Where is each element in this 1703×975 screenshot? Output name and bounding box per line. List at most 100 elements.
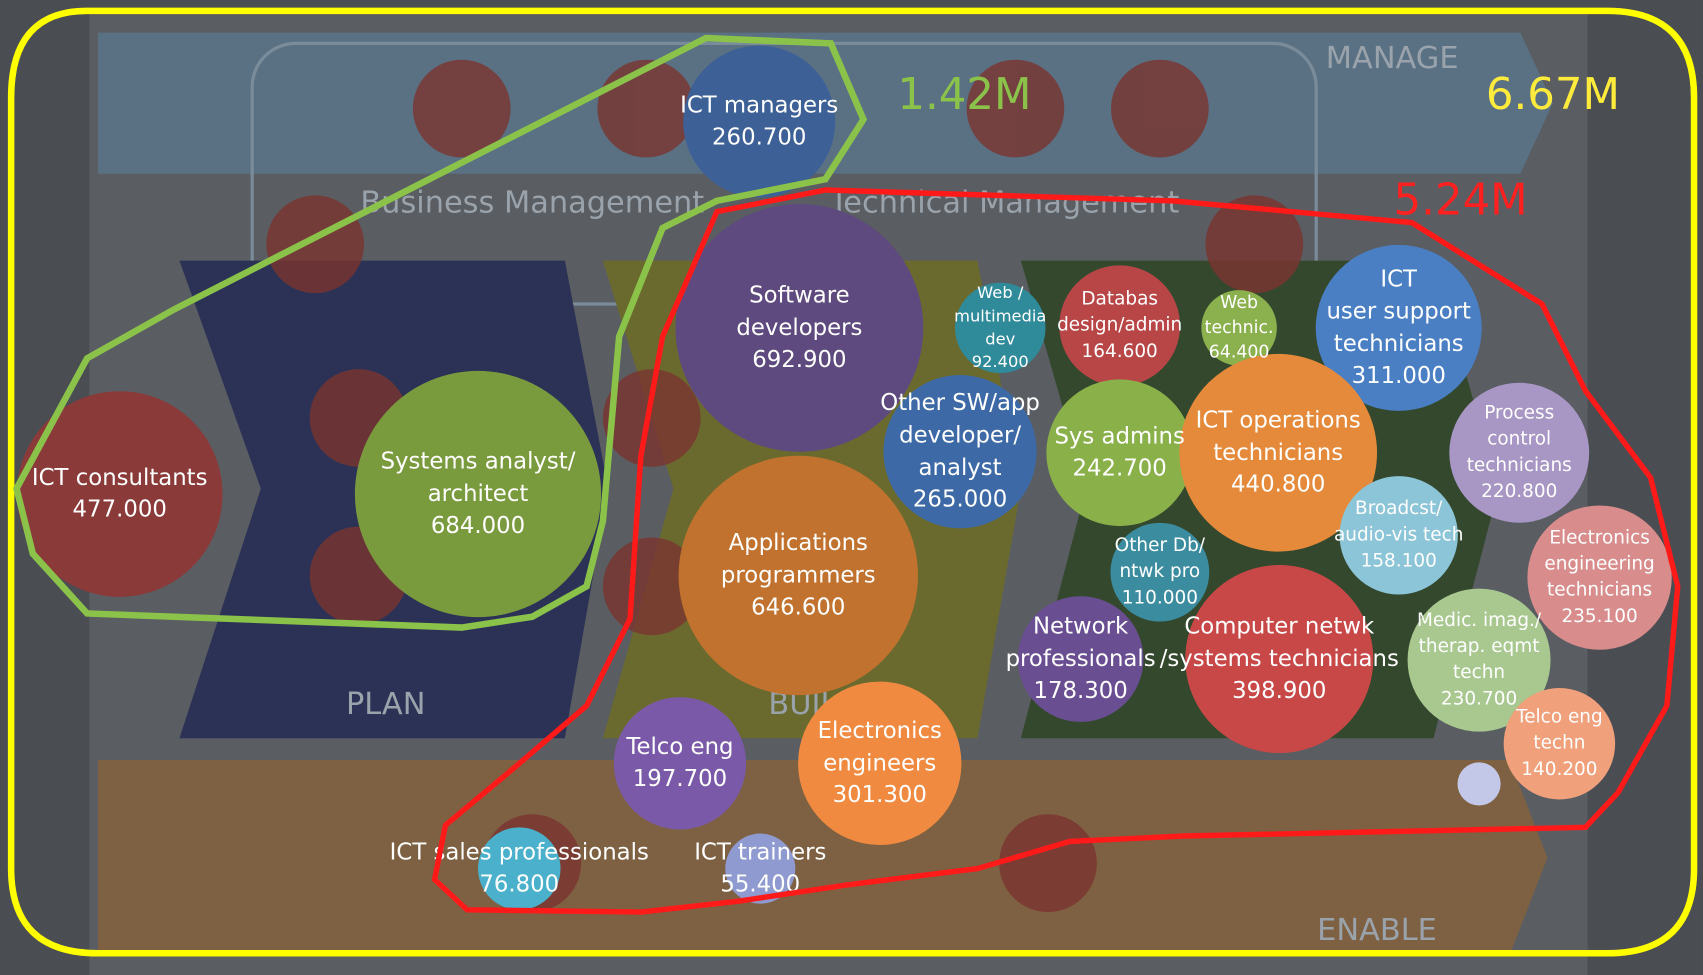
bubble bbox=[1201, 290, 1277, 366]
bubble-value: 235.100 bbox=[1561, 606, 1637, 627]
bubble bbox=[1407, 588, 1551, 732]
label-line: techn bbox=[1533, 733, 1585, 754]
bubble-value: 76.800 bbox=[479, 871, 559, 897]
bubble-value: 265.000 bbox=[913, 487, 1007, 513]
label-line: ICT consultants bbox=[32, 464, 208, 490]
label-line: ICT trainers bbox=[694, 839, 826, 865]
label-line: Web / bbox=[977, 283, 1024, 302]
group-total: 5.24M bbox=[1394, 176, 1528, 226]
bubble-value: 440.800 bbox=[1231, 472, 1325, 498]
label-line: ntwk pro bbox=[1120, 561, 1201, 582]
bubble-value: 684.000 bbox=[431, 513, 525, 539]
label-line: Software bbox=[749, 282, 850, 308]
bubble-value: 178.300 bbox=[1033, 678, 1127, 704]
bubble bbox=[683, 45, 836, 198]
label-line: Medic. imag./ bbox=[1417, 610, 1542, 631]
label-line: therap. eqmt bbox=[1419, 636, 1540, 657]
faded-roles bbox=[266, 59, 1304, 913]
faded-role bbox=[966, 59, 1065, 158]
bubble-label: Software developers bbox=[736, 282, 862, 340]
bubble-value: 140.200 bbox=[1521, 759, 1597, 780]
bubble-value: 311.000 bbox=[1352, 363, 1446, 389]
label-line: dev bbox=[985, 329, 1015, 348]
bubble-label: ICT consultants bbox=[32, 464, 208, 490]
label-line: Telco eng bbox=[625, 734, 733, 760]
bubble-label: Telco eng bbox=[625, 734, 733, 760]
label-line: technic. bbox=[1205, 318, 1274, 338]
label-line: Broadcst/ bbox=[1355, 498, 1443, 519]
label-line: Computer netwk bbox=[1184, 613, 1375, 639]
background-label: PLAN bbox=[346, 687, 425, 722]
bubble bbox=[883, 375, 1037, 529]
bubble-value: 64.400 bbox=[1209, 343, 1270, 363]
label-line: analyst bbox=[919, 454, 1002, 480]
bubble-value: 398.900 bbox=[1232, 678, 1326, 704]
total-outline bbox=[7, 7, 1698, 957]
label-line: Telco eng bbox=[1515, 707, 1603, 728]
label-line: Electronics bbox=[818, 717, 942, 743]
bubble-label: ICT managers bbox=[680, 92, 838, 118]
label-line: technicians bbox=[1467, 455, 1572, 476]
bubble-label: Applications programmers bbox=[721, 530, 876, 588]
background-label: MANAGE bbox=[1326, 41, 1459, 76]
bubble-label: ICT user support technicians bbox=[1326, 266, 1471, 357]
bubble bbox=[1017, 596, 1144, 722]
background-label: ENABLE bbox=[1317, 913, 1437, 948]
label-line: control bbox=[1487, 429, 1551, 450]
label-line: Other SW/app bbox=[880, 390, 1040, 416]
bubble bbox=[1046, 379, 1194, 527]
bubble bbox=[1315, 244, 1482, 411]
label-line: technicians bbox=[1213, 439, 1343, 465]
bubble-value: 197.700 bbox=[633, 766, 727, 792]
label-line: ICT managers bbox=[680, 92, 838, 118]
bubble-label: Systems analyst/architect bbox=[381, 448, 576, 506]
bubble-value: 242.700 bbox=[1073, 455, 1167, 481]
label-line: user support bbox=[1326, 298, 1471, 324]
bubble-value: 692.900 bbox=[752, 347, 846, 373]
bubble-value: 164.600 bbox=[1082, 341, 1158, 362]
bubble bbox=[675, 203, 924, 452]
bubble bbox=[678, 455, 918, 696]
bubble-label: Process control technicians bbox=[1467, 402, 1572, 475]
bubble-value: 158.100 bbox=[1361, 550, 1437, 571]
bubble-value: 477.000 bbox=[73, 497, 167, 523]
label-line: Process bbox=[1484, 402, 1554, 423]
label-line: Applications bbox=[729, 530, 868, 556]
bubble-label: Other SW/app developer/analyst bbox=[880, 390, 1040, 481]
management-outline bbox=[13, 34, 868, 631]
label-line: technicians bbox=[1334, 331, 1464, 357]
bubble bbox=[725, 833, 796, 904]
label-line: engineers bbox=[823, 750, 936, 776]
faded-role bbox=[602, 537, 701, 636]
bubble-value: 220.800 bbox=[1481, 481, 1557, 502]
label-line: ICT operations bbox=[1196, 407, 1361, 433]
label-line: developer/ bbox=[899, 422, 1021, 448]
label-line: Network bbox=[1033, 613, 1129, 639]
faded-role bbox=[1205, 195, 1304, 294]
label-line: technicians bbox=[1547, 580, 1652, 601]
bubble bbox=[354, 370, 602, 618]
bubble bbox=[1527, 505, 1672, 650]
label-line: audio-vis tech bbox=[1334, 524, 1464, 545]
bubble bbox=[1449, 382, 1590, 523]
bubble-label: Network professionals bbox=[1006, 613, 1156, 671]
technical-outline bbox=[431, 187, 1681, 915]
bubble bbox=[1339, 476, 1458, 595]
label-line: professionals bbox=[1006, 646, 1156, 672]
bubbles: ICT managers 260.700 ICT consultants 477.00… bbox=[16, 45, 1672, 910]
bubble-value: 230.700 bbox=[1441, 688, 1517, 709]
bubble-label: Medic. imag./ therap. eqmt techn bbox=[1417, 610, 1542, 683]
bubble-label: ICT trainers bbox=[694, 839, 826, 865]
background-label: Business Management bbox=[360, 186, 704, 221]
bubble-value: 92.400 bbox=[972, 352, 1029, 371]
bubble bbox=[1185, 565, 1374, 754]
group-total: 1.42M bbox=[897, 70, 1031, 120]
label-line: programmers bbox=[721, 562, 876, 588]
bubble-value: 110.000 bbox=[1122, 587, 1198, 608]
bubble-label: ICT operations technicians bbox=[1196, 407, 1361, 465]
bubble-label: Other Db/ntwk pro bbox=[1115, 535, 1206, 582]
label-line: architect bbox=[428, 481, 529, 507]
faded-role bbox=[266, 195, 364, 294]
bubble-label: Electronics engineers bbox=[818, 717, 942, 775]
bubble bbox=[1503, 688, 1616, 800]
